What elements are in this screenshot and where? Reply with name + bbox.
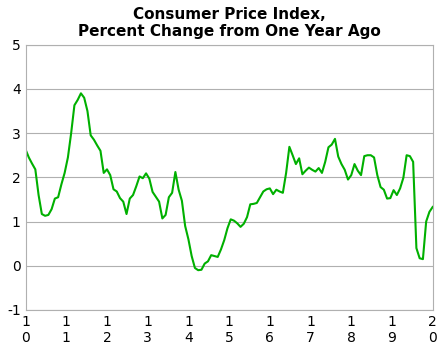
Title: Consumer Price Index,
Percent Change from One Year Ago: Consumer Price Index, Percent Change fro… bbox=[78, 7, 381, 39]
